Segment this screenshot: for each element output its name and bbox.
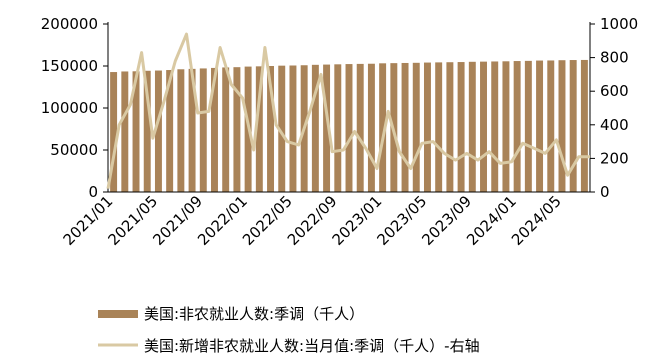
bar — [154, 70, 162, 192]
bar — [356, 63, 364, 193]
bar — [289, 65, 297, 192]
legend-bar-swatch — [98, 310, 138, 318]
bar — [278, 65, 286, 192]
bar — [199, 68, 207, 192]
left-tick-label: 150000 — [41, 57, 98, 75]
bar — [524, 60, 532, 192]
bar — [233, 67, 241, 192]
bar — [188, 68, 196, 192]
right-y-axis: 0 200 400 600 800 1000 — [589, 15, 638, 201]
bar — [412, 62, 420, 192]
bar — [211, 67, 218, 192]
left-tick-label: 200000 — [41, 15, 98, 33]
right-tick-label: 400 — [600, 116, 629, 134]
bar — [267, 66, 275, 192]
bar — [502, 61, 510, 192]
bar — [367, 63, 375, 193]
bar — [132, 71, 140, 192]
bar — [468, 61, 476, 192]
legend-line-label: 美国:新增非农就业人数:当月值:季调（千人）-右轴 — [144, 337, 480, 355]
left-tick-label: 100000 — [41, 99, 98, 117]
bar — [222, 67, 230, 192]
bar — [423, 62, 431, 192]
line-series — [106, 32, 590, 189]
bar — [513, 61, 521, 192]
bar — [177, 69, 185, 192]
legend-bar-label: 美国:非农就业人数:季调（千人） — [144, 305, 364, 323]
bar-series — [110, 59, 588, 193]
bar — [121, 71, 129, 192]
bar — [401, 62, 409, 193]
bar — [255, 66, 263, 192]
bar — [166, 70, 174, 192]
bar — [558, 60, 566, 193]
bar — [311, 64, 319, 192]
bar — [580, 59, 588, 193]
bar — [323, 64, 331, 192]
bar — [345, 64, 353, 192]
x-tick-label: 2024/05 — [508, 192, 565, 249]
right-tick-label: 0 — [600, 183, 610, 201]
bar — [446, 62, 454, 192]
bar — [110, 72, 118, 192]
bar — [480, 61, 487, 192]
bar — [143, 70, 151, 192]
bar — [547, 60, 555, 193]
right-tick-label: 1000 — [600, 15, 638, 33]
bar — [536, 60, 544, 192]
left-tick-label: 50000 — [50, 141, 98, 159]
left-y-axis: 0 50000 100000 150000 200000 — [41, 15, 109, 201]
right-tick-label: 600 — [600, 82, 629, 100]
bar — [379, 63, 387, 193]
right-tick-label: 800 — [600, 49, 629, 67]
x-axis: 2021/012021/052021/092022/012022/052022/… — [60, 191, 590, 249]
bar — [569, 60, 577, 193]
line-path — [106, 32, 590, 189]
right-tick-label: 200 — [600, 149, 629, 167]
bar — [491, 61, 499, 192]
bar — [435, 62, 443, 192]
bar — [334, 64, 342, 192]
legend: 美国:非农就业人数:季调（千人） 美国:新增非农就业人数:当月值:季调（千人）-… — [98, 305, 480, 355]
bar — [457, 62, 465, 192]
left-tick-label: 0 — [88, 183, 98, 201]
